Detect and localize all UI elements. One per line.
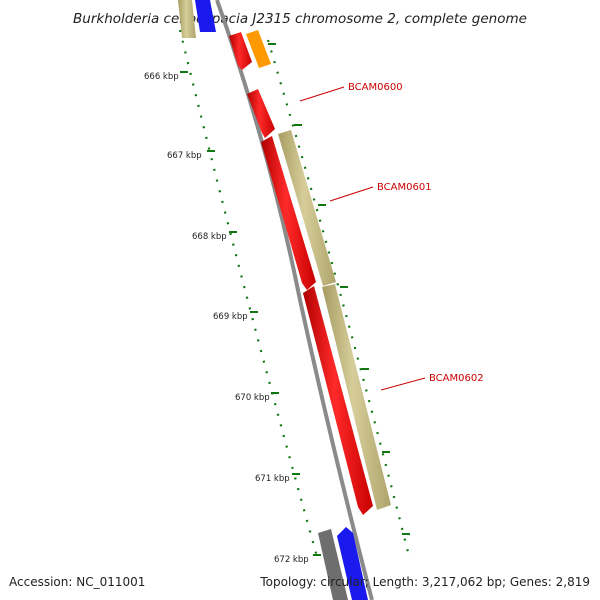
tick-label-670: 670 kbp	[235, 393, 270, 403]
tick-label-672: 672 kbp	[274, 555, 309, 565]
gene-label-bcam0602[interactable]: BCAM0602	[429, 373, 484, 384]
gene-red-bcam0601	[261, 136, 316, 290]
tick-label-666: 666 kbp	[144, 72, 179, 82]
leader-bcam0602	[380, 377, 426, 391]
leader-bcam0601	[329, 186, 374, 202]
gene-label-bcam0600[interactable]: BCAM0600	[348, 82, 403, 93]
tick-label-671: 671 kbp	[255, 474, 290, 484]
gene-tan-bcam0601	[278, 130, 336, 286]
gene-red-bcam0602	[303, 286, 373, 515]
tick-label-668: 668 kbp	[192, 232, 227, 242]
genome-summary-text: Topology: circular; Length: 3,217,062 bp…	[259, 575, 590, 589]
tick-label-669: 669 kbp	[213, 312, 248, 322]
gene-orange-top	[246, 30, 271, 68]
ruler-dots-left	[178, 29, 320, 561]
gene-tan-top-left	[178, 0, 196, 38]
accession-text: Accession: NC_011001	[9, 575, 145, 589]
gene-blue-top	[195, 0, 216, 32]
gene-gray-bottom	[318, 529, 348, 600]
gene-red-top	[229, 32, 252, 70]
gene-red-bcam0600	[247, 89, 275, 138]
leader-bcam0600	[299, 86, 345, 102]
gene-label-bcam0601[interactable]: BCAM0601	[377, 182, 432, 193]
tick-label-667: 667 kbp	[167, 151, 202, 161]
gene-tan-bcam0602	[322, 284, 391, 510]
map-title: Burkholderia cenocepacia J2315 chromosom…	[73, 11, 527, 27]
gene-blue-bottom	[337, 527, 368, 600]
